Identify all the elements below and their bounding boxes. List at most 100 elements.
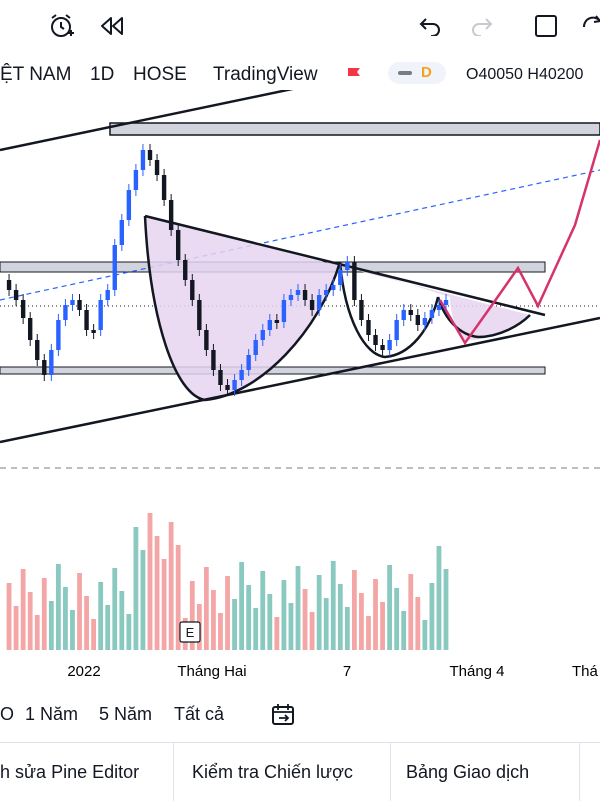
candle-body <box>281 300 287 322</box>
candles-group <box>6 144 449 396</box>
candle-body <box>218 370 223 385</box>
candle-body <box>422 318 428 325</box>
timeframe-option-5y[interactable]: 5 Năm <box>99 704 153 724</box>
volume-bar <box>288 603 294 650</box>
candle-body <box>35 340 40 360</box>
pine-editor-button[interactable]: h sửa Pine Editor <box>0 743 174 801</box>
source-label: TradingView <box>213 64 318 85</box>
candle-body <box>197 300 202 330</box>
volume-bar <box>168 522 174 650</box>
timeframe-option[interactable]: O <box>0 704 15 724</box>
candle-body <box>373 335 378 345</box>
date-range-icon[interactable] <box>270 702 296 728</box>
candle-body <box>380 345 385 350</box>
volume-bar <box>274 617 280 650</box>
candle-body <box>147 150 153 160</box>
x-tick-label: Thá <box>572 663 599 680</box>
candle-body <box>246 355 251 370</box>
lower-channel-line[interactable] <box>0 316 600 444</box>
timeframe-option-all[interactable]: Tất cả <box>174 704 225 724</box>
candle-body <box>168 200 174 230</box>
volume-bar <box>119 591 125 650</box>
volume-bar <box>232 599 237 650</box>
volume-bar <box>295 566 301 650</box>
volume-bar <box>55 564 61 650</box>
candle-body <box>6 280 12 290</box>
volume-bar <box>443 569 449 650</box>
descending-trendline[interactable] <box>144 214 546 317</box>
projection-path[interactable] <box>438 139 600 346</box>
ohlc-open: O40050 <box>466 66 523 83</box>
candle-body <box>345 262 350 270</box>
upper-channel-line[interactable] <box>0 90 455 152</box>
candle-body <box>154 160 160 175</box>
indicator-letter: D <box>421 64 432 81</box>
candle-body <box>204 330 209 350</box>
strategy-tester-button[interactable]: Kiểm tra Chiến lược <box>172 743 391 801</box>
earnings-event-marker[interactable]: E <box>179 621 201 643</box>
candle-body <box>302 290 308 300</box>
second-cup-curve[interactable] <box>338 261 440 359</box>
dashed-trendline[interactable] <box>0 169 600 301</box>
timeframe-selector: O 1 Năm 5 Năm Tất cả <box>0 690 600 740</box>
candle-body <box>408 310 413 315</box>
timeframe-option-1y[interactable]: 1 Năm <box>25 704 79 724</box>
volume-bar <box>77 573 82 650</box>
candle-body <box>323 290 329 295</box>
candle-body <box>225 385 230 390</box>
volume-bar <box>70 610 75 650</box>
volume-bar <box>48 601 54 650</box>
symbol-name[interactable]: ỆT NAM <box>0 64 72 85</box>
top-toolbar <box>0 0 600 52</box>
candle-body <box>366 320 371 335</box>
indicator-pill[interactable]: D <box>388 62 446 84</box>
volume-bar <box>225 576 230 650</box>
volume-bar <box>13 606 19 650</box>
ohlc-readout: O40050 H40200 <box>466 66 583 84</box>
undo-icon[interactable] <box>414 10 446 42</box>
volume-bar <box>267 594 273 650</box>
x-tick-label: 2022 <box>67 663 100 680</box>
candle-body <box>140 150 146 170</box>
bottom-panel-bar: h sửa Pine Editor Kiểm tra Chiến lược Bả… <box>0 742 600 801</box>
volume-bar <box>34 615 40 650</box>
candle-body <box>352 262 357 300</box>
volume-bar <box>260 571 266 650</box>
candle-body <box>260 330 265 340</box>
flag-icon[interactable] <box>347 67 361 81</box>
volume-bar <box>330 561 336 650</box>
volume-bar <box>422 620 428 650</box>
x-tick-label: 7 <box>343 663 351 680</box>
volume-bar <box>436 546 442 650</box>
event-marker-label: E <box>186 625 195 640</box>
volume-bar <box>218 613 223 650</box>
resistance-zone-top[interactable] <box>109 122 600 136</box>
fullscreen-icon[interactable] <box>530 10 562 42</box>
replay-icon[interactable] <box>96 10 128 42</box>
redo-icon[interactable] <box>466 10 498 42</box>
candle-body <box>443 300 449 305</box>
volume-bar <box>302 589 308 650</box>
candle-body <box>119 220 125 245</box>
candle-body <box>42 360 47 375</box>
symbol-header[interactable]: ỆT NAM 1D HOSE TradingView D O40050 H402… <box>0 58 600 92</box>
volume-bar <box>351 570 357 650</box>
candle-body <box>20 300 26 318</box>
alert-clock-icon[interactable] <box>46 10 78 42</box>
minus-icon <box>398 71 412 75</box>
handle-curve[interactable] <box>436 296 531 339</box>
timeframe-label[interactable]: 1D <box>90 64 115 85</box>
volume-bar <box>133 527 139 650</box>
price-chart[interactable]: E 2022 Tháng Hai 7 Tháng 4 Thá <box>0 90 600 690</box>
candle-body <box>56 320 61 350</box>
ohlc-high: H40200 <box>527 66 584 83</box>
volume-bar <box>112 568 118 650</box>
sync-icon[interactable] <box>576 10 600 42</box>
trading-panel-button[interactable]: Bảng Giao dịch <box>390 743 580 801</box>
volume-bar <box>246 585 252 650</box>
candle-body <box>183 260 188 280</box>
candle-body <box>13 290 19 300</box>
candle-body <box>27 318 33 340</box>
candle-body <box>133 170 139 190</box>
volume-bar <box>408 574 414 650</box>
